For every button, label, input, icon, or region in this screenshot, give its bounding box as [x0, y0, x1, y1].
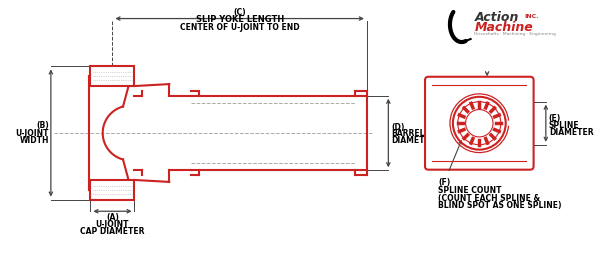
- Text: INC.: INC.: [524, 14, 539, 19]
- Text: CENTER OF U-JOINT TO END: CENTER OF U-JOINT TO END: [180, 23, 299, 32]
- Text: (A): (A): [106, 213, 119, 222]
- Text: BARREL: BARREL: [391, 130, 425, 139]
- FancyBboxPatch shape: [425, 77, 533, 170]
- Text: DIAMETER: DIAMETER: [391, 136, 436, 145]
- Text: (COUNT EACH SPLINE &: (COUNT EACH SPLINE &: [438, 194, 541, 203]
- Text: U-JOINT: U-JOINT: [96, 220, 129, 229]
- Text: Action: Action: [475, 11, 519, 24]
- Text: (F): (F): [438, 178, 451, 187]
- Bar: [91, 66, 134, 86]
- Text: SPLINE: SPLINE: [549, 121, 580, 130]
- Text: WIDTH: WIDTH: [19, 136, 49, 145]
- Text: SLIP YOKE LENGTH: SLIP YOKE LENGTH: [196, 15, 284, 24]
- Text: (C): (C): [233, 8, 246, 16]
- Bar: [91, 180, 134, 200]
- Text: U-JOINT: U-JOINT: [16, 128, 49, 138]
- Text: (D): (D): [391, 123, 404, 132]
- Text: SPLINE COUNT: SPLINE COUNT: [438, 186, 502, 195]
- Text: (B): (B): [36, 121, 49, 130]
- Text: CAP DIAMETER: CAP DIAMETER: [80, 227, 145, 236]
- Text: Machine: Machine: [475, 22, 533, 35]
- Text: DIAMETER: DIAMETER: [549, 127, 593, 136]
- Text: (E): (E): [549, 114, 561, 123]
- Text: Driveshafts · Machining · Engineering: Driveshafts · Machining · Engineering: [475, 32, 556, 36]
- Text: BLIND SPOT AS ONE SPLINE): BLIND SPOT AS ONE SPLINE): [438, 201, 562, 210]
